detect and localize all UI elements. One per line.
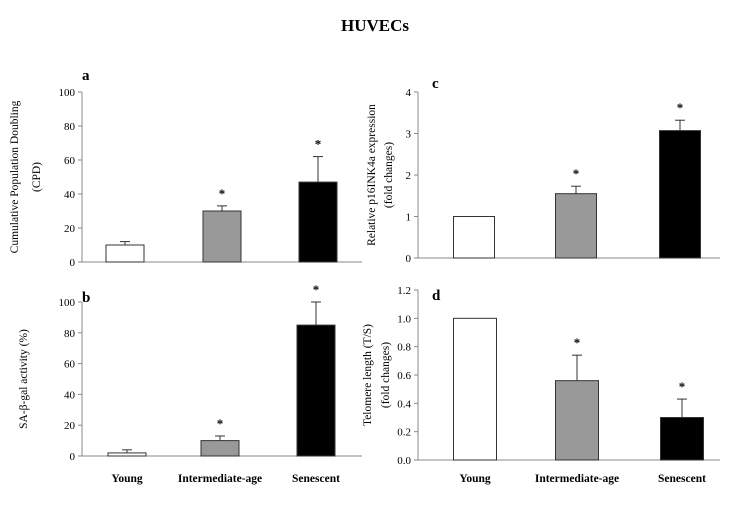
bar	[105, 244, 145, 263]
y-tick-label: 2	[406, 170, 412, 182]
y-axis-label: (fold changes)	[380, 342, 392, 408]
significance-star: *	[677, 100, 684, 115]
y-tick-label: 60	[64, 359, 76, 371]
bar	[298, 181, 338, 263]
bar	[453, 216, 495, 259]
y-tick-label: 0	[70, 257, 76, 269]
y-tick-label: 0.8	[397, 342, 411, 354]
y-tick-label: 40	[64, 389, 76, 401]
y-tick-label: 0	[70, 451, 76, 463]
significance-star: *	[315, 137, 322, 152]
y-tick-label: 40	[64, 189, 76, 201]
panel-letter: c	[432, 76, 439, 92]
panel-d: 0.0 0.2 0.4 0.6 0.8 1.0 1.2 Telomere length (T/…	[362, 285, 720, 485]
y-tick-label: 1	[406, 212, 412, 224]
bar	[453, 317, 497, 461]
panel-letter: b	[82, 290, 90, 306]
panel-letter: d	[432, 288, 441, 304]
y-axis-label: SA-β-gal activity (%)	[18, 329, 30, 429]
y-tick-label: 100	[59, 87, 76, 99]
significance-star: *	[313, 282, 320, 297]
bar	[555, 380, 599, 461]
y-tick-label: 3	[406, 129, 412, 141]
category-label: Young	[459, 473, 491, 485]
bar	[107, 452, 147, 457]
bar	[200, 440, 240, 457]
y-tick-label: 0.0	[397, 455, 411, 467]
category-label: Young	[111, 473, 143, 485]
significance-star: *	[574, 335, 581, 350]
category-label: Intermediate-age	[535, 473, 619, 485]
category-label: Senescent	[292, 473, 340, 485]
y-tick-label: 0.2	[397, 427, 411, 439]
bar	[659, 130, 701, 259]
category-label: Intermediate-age	[178, 473, 262, 485]
y-axis-label: Cumulative Population Doubling	[9, 100, 21, 253]
y-tick-label: 80	[64, 328, 76, 340]
y-axis-label: Telomere length (T/S)	[362, 324, 374, 426]
category-label: Senescent	[658, 473, 706, 485]
significance-star: *	[217, 416, 224, 431]
y-tick-label: 20	[64, 420, 76, 432]
y-axis-label: (fold changes)	[383, 142, 395, 208]
significance-star: *	[573, 166, 580, 181]
y-tick-label: 1.0	[397, 313, 411, 325]
y-tick-label: 1.2	[397, 285, 411, 297]
y-tick-label: 0	[406, 253, 412, 265]
y-tick-label: 0.6	[397, 370, 411, 382]
y-tick-label: 0.4	[397, 398, 411, 410]
y-axis-label: Relative p16INK4a expression	[366, 104, 378, 246]
bar	[660, 417, 704, 461]
bar	[202, 210, 242, 263]
panel-letter: a	[82, 68, 90, 84]
figure-title: HUVECs	[341, 16, 409, 35]
bar	[555, 193, 597, 259]
significance-star: *	[679, 379, 686, 394]
significance-star: *	[219, 186, 226, 201]
panel-b: 0 20 40 60 80 100 SA-β-gal activity (%) b Young *…	[18, 282, 362, 485]
y-axis-label: (CPD)	[31, 162, 43, 192]
y-tick-label: 80	[64, 121, 76, 133]
y-tick-label: 4	[406, 87, 412, 99]
y-tick-label: 100	[59, 297, 76, 309]
y-tick-label: 60	[64, 155, 76, 167]
bar	[296, 324, 336, 457]
panel-a: 0 20 40 60 80 100 Cumulative Population Doubli…	[9, 68, 362, 269]
panel-c: 0 1 2 3 4 Relative p16INK4a expression (fold c…	[366, 76, 720, 265]
y-tick-label: 20	[64, 223, 76, 235]
